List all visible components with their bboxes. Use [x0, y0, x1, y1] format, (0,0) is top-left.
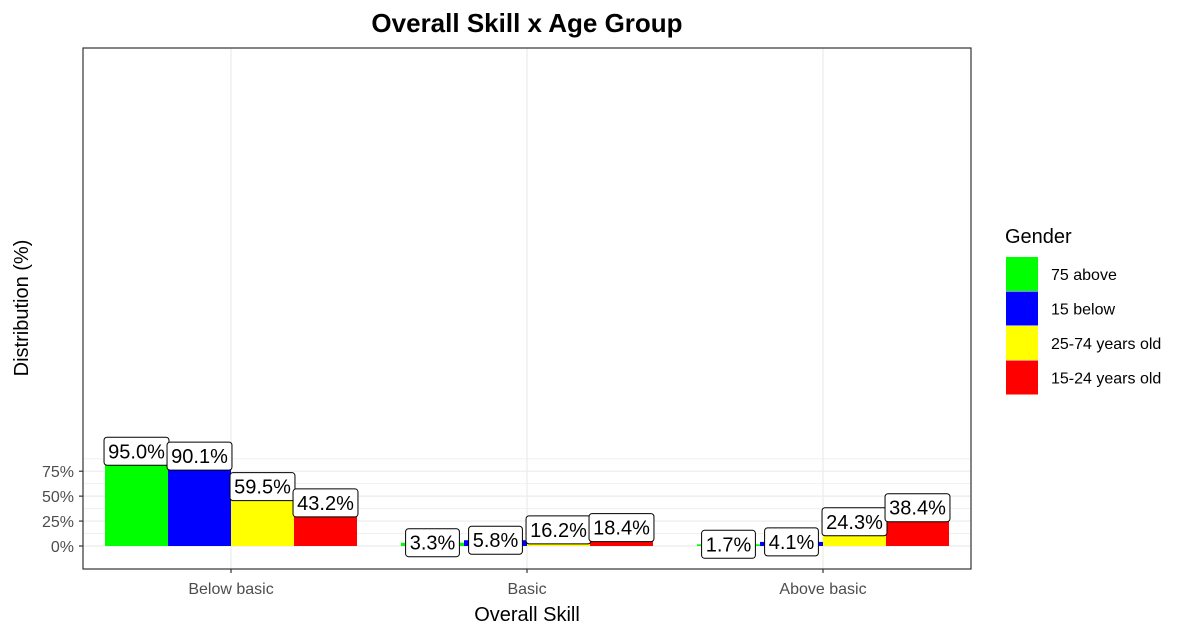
- bar: [105, 451, 168, 546]
- data-label-text: 24.3%: [826, 512, 883, 534]
- data-label-box: [405, 528, 460, 558]
- data-label: 18.4%: [588, 513, 655, 543]
- y-axis-title: Distribution (%): [11, 240, 33, 377]
- data-label: 38.4%: [884, 493, 951, 523]
- y-tick-label: 75%: [42, 464, 74, 481]
- data-label-text: 43.2%: [297, 493, 354, 515]
- data-label: 5.8%: [468, 525, 523, 555]
- data-label: 90.1%: [166, 441, 233, 471]
- data-label-text: 1.7%: [706, 534, 752, 556]
- plot-area: 0% 25% 50% 75% Below basic Basic Above basic 95…: [42, 47, 972, 598]
- data-label-box: [166, 441, 233, 471]
- data-label: 24.3%: [821, 507, 888, 537]
- data-label-box: [229, 472, 296, 502]
- data-label-text: 95.0%: [108, 441, 165, 463]
- data-label-box: [884, 493, 951, 523]
- legend-key: [1006, 360, 1038, 395]
- y-tick-label: 25%: [42, 514, 74, 531]
- data-label-box: [764, 527, 819, 557]
- x-tick-label: Below basic: [188, 581, 273, 598]
- panel-border: [82, 47, 972, 570]
- x-tick-label: Basic: [507, 581, 546, 598]
- data-label-text: 5.8%: [473, 530, 519, 552]
- data-label-text: 18.4%: [593, 518, 650, 540]
- data-label: 4.1%: [764, 527, 819, 557]
- data-label-text: 3.3%: [410, 533, 456, 555]
- data-label-box: [468, 525, 523, 555]
- x-tick-label: Above basic: [779, 581, 866, 598]
- chart-title: Overall Skill x Age Group: [371, 8, 682, 38]
- data-label: 1.7%: [701, 529, 756, 559]
- data-label-text: 16.2%: [530, 520, 587, 542]
- data-label-box: [292, 488, 359, 518]
- y-tick-label: 50%: [42, 489, 74, 506]
- bar: [168, 456, 231, 546]
- legend-label: 75 above: [1051, 267, 1117, 284]
- data-label: 95.0%: [103, 436, 170, 466]
- data-label-text: 4.1%: [769, 532, 815, 554]
- legend-key: [1006, 326, 1038, 360]
- data-label: 16.2%: [525, 515, 592, 545]
- data-label-box: [701, 529, 756, 559]
- x-axis-title: Overall Skill: [474, 604, 580, 626]
- legend: Gender 75 above 15 below 25-74 years old 15…: [1005, 226, 1161, 395]
- legend-title: Gender: [1005, 226, 1072, 248]
- data-label-text: 90.1%: [171, 446, 228, 468]
- data-label-box: [588, 513, 655, 543]
- legend-label: 15 below: [1051, 302, 1115, 319]
- data-label-text: 38.4%: [889, 498, 946, 520]
- legend-label: 15-24 years old: [1051, 371, 1161, 388]
- data-label-text: 59.5%: [234, 477, 291, 499]
- data-label: 43.2%: [292, 488, 359, 518]
- y-tick-label: 0%: [51, 539, 74, 556]
- legend-label: 25-74 years old: [1051, 336, 1161, 353]
- legend-key: [1006, 257, 1038, 291]
- data-label: 3.3%: [405, 528, 460, 558]
- data-label: 59.5%: [229, 472, 296, 502]
- legend-key: [1006, 291, 1038, 326]
